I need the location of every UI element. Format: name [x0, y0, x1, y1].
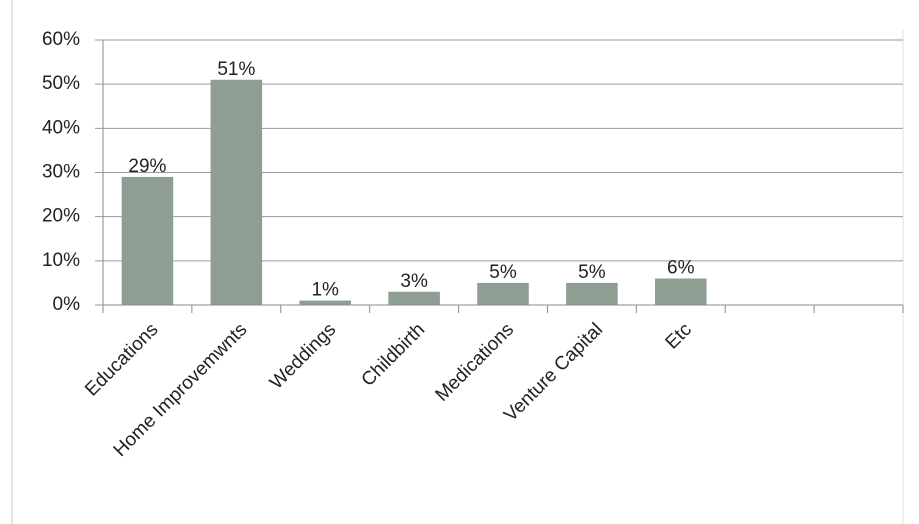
value-label: 6% [667, 258, 695, 279]
value-label: 3% [400, 271, 428, 292]
value-label: 1% [311, 280, 339, 301]
value-label: 29% [128, 156, 166, 177]
bar [388, 292, 440, 305]
page: 0%10%20%30%40%50%60%Educations29%Home Im… [0, 0, 919, 524]
value-label: 5% [489, 262, 517, 283]
value-label: 51% [217, 59, 255, 80]
bar [211, 80, 263, 305]
bar [122, 177, 174, 305]
y-tick-label: 0% [53, 294, 81, 315]
y-tick-label: 30% [42, 162, 80, 183]
y-tick-label: 20% [42, 206, 80, 227]
y-tick-label: 60% [42, 29, 80, 50]
bar [655, 279, 707, 306]
y-tick-label: 40% [42, 117, 80, 138]
y-tick-label: 10% [42, 250, 80, 271]
chart: 0%10%20%30%40%50%60%Educations29%Home Im… [0, 0, 919, 524]
value-label: 5% [578, 262, 606, 283]
bar [477, 283, 529, 305]
bar [299, 301, 351, 305]
y-tick-label: 50% [42, 73, 80, 94]
bar [566, 283, 618, 305]
